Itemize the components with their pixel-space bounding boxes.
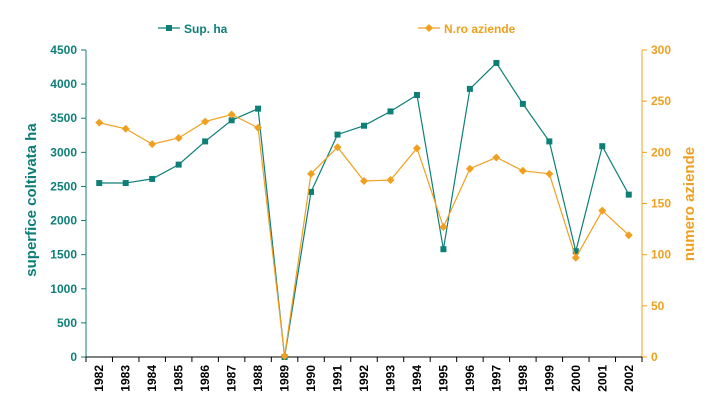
data-point xyxy=(95,118,104,127)
series-line xyxy=(99,62,630,358)
y-left-tick-label: 500 xyxy=(57,316,77,330)
data-point xyxy=(519,100,526,107)
data-point xyxy=(122,180,129,187)
y-right-tick-label: 50 xyxy=(651,299,665,313)
legend-marker xyxy=(425,24,433,32)
x-tick-label: 1985 xyxy=(172,365,186,392)
legend-label: N.ro aziende xyxy=(444,22,516,36)
data-point xyxy=(254,123,263,132)
legend: Sup. ha N.ro aziende xyxy=(158,22,516,36)
data-point xyxy=(334,131,341,138)
data-point xyxy=(545,169,554,178)
x-tick-label: 1991 xyxy=(331,365,345,392)
y-axis-right-label: numero aziende xyxy=(681,147,698,261)
y-left-tick-label: 3000 xyxy=(50,145,77,159)
x-tick-label: 1983 xyxy=(119,365,133,392)
y-right-tick-label: 250 xyxy=(651,94,671,108)
data-point xyxy=(518,166,527,175)
data-point xyxy=(387,108,394,115)
data-point xyxy=(625,191,632,198)
x-tick-label: 1989 xyxy=(278,365,292,392)
x-tick-label: 2002 xyxy=(622,365,636,392)
data-point xyxy=(255,105,262,112)
series-2 xyxy=(95,110,633,360)
data-point xyxy=(149,175,156,182)
data-point xyxy=(361,122,367,129)
y-axis-left-label: superfice coltivata ha xyxy=(23,123,40,277)
data-point xyxy=(572,248,579,255)
y-left-tick-label: 4000 xyxy=(50,77,77,91)
y-right-tick-label: 200 xyxy=(651,145,671,159)
x-tick-label: 1999 xyxy=(542,365,556,392)
y-left-tick-label: 3500 xyxy=(50,111,77,125)
x-tick-label: 2001 xyxy=(595,365,609,392)
data-point xyxy=(492,153,501,162)
series-line xyxy=(99,113,630,357)
series-1 xyxy=(96,59,632,360)
series-layer xyxy=(95,59,633,360)
y-left-tick-label: 2000 xyxy=(50,214,77,228)
x-tick-label: 2000 xyxy=(569,365,583,392)
data-point xyxy=(546,138,553,145)
data-point xyxy=(493,59,500,66)
data-point xyxy=(96,180,103,187)
data-point xyxy=(174,134,183,143)
x-tick-label: 1982 xyxy=(92,365,106,392)
data-point xyxy=(202,138,209,145)
data-point xyxy=(465,164,474,173)
data-point xyxy=(121,124,130,133)
data-point xyxy=(413,92,420,99)
data-point xyxy=(599,143,606,150)
data-point xyxy=(386,175,395,184)
x-tick-label: 1995 xyxy=(436,365,450,392)
x-tick-label: 1996 xyxy=(463,365,477,392)
legend-marker xyxy=(166,25,172,31)
x-tick-label: 1994 xyxy=(410,365,424,392)
x-tick-label: 1988 xyxy=(251,365,265,392)
data-point xyxy=(624,231,633,240)
data-point xyxy=(360,176,368,185)
data-point xyxy=(440,246,447,253)
legend-entry-1: Sup. ha xyxy=(158,22,228,36)
y-left-tick-label: 0 xyxy=(70,350,77,364)
legend-entry-2: N.ro aziende xyxy=(418,22,516,36)
data-point xyxy=(148,140,157,149)
data-point xyxy=(412,144,421,153)
data-point xyxy=(228,117,235,124)
data-point xyxy=(280,351,289,360)
data-point xyxy=(571,253,580,262)
data-point xyxy=(308,188,315,195)
x-tick-label: 1993 xyxy=(383,365,397,392)
y-left-tick-label: 4500 xyxy=(50,43,77,57)
data-point xyxy=(439,223,448,232)
y-right-tick-label: 100 xyxy=(651,248,671,262)
data-point xyxy=(227,110,236,119)
y-right-tick-label: 300 xyxy=(651,43,671,57)
x-tick-label: 1998 xyxy=(516,365,530,392)
y-right-tick-label: 0 xyxy=(651,350,658,364)
x-tick-label: 1990 xyxy=(304,365,318,392)
axes-layer: 0 500 1000 1500 2000 2500 3000 3500 4000 4500 0 50 1… xyxy=(50,43,671,392)
y-left-tick-label: 2500 xyxy=(50,179,77,193)
x-tick-label: 1992 xyxy=(357,365,371,392)
data-point xyxy=(175,161,182,168)
data-point xyxy=(333,143,342,152)
legend-label: Sup. ha xyxy=(184,22,228,36)
x-tick-label: 1987 xyxy=(225,365,239,392)
y-left-tick-label: 1000 xyxy=(50,282,77,296)
data-point xyxy=(307,169,316,178)
y-right-tick-label: 150 xyxy=(651,197,671,211)
data-point xyxy=(466,85,473,92)
x-tick-label: 1997 xyxy=(489,365,503,392)
data-point xyxy=(201,117,210,126)
x-tick-label: 1984 xyxy=(145,365,159,392)
y-left-tick-label: 1500 xyxy=(50,248,77,262)
x-tick-label: 1986 xyxy=(198,365,212,392)
data-point xyxy=(598,206,607,215)
